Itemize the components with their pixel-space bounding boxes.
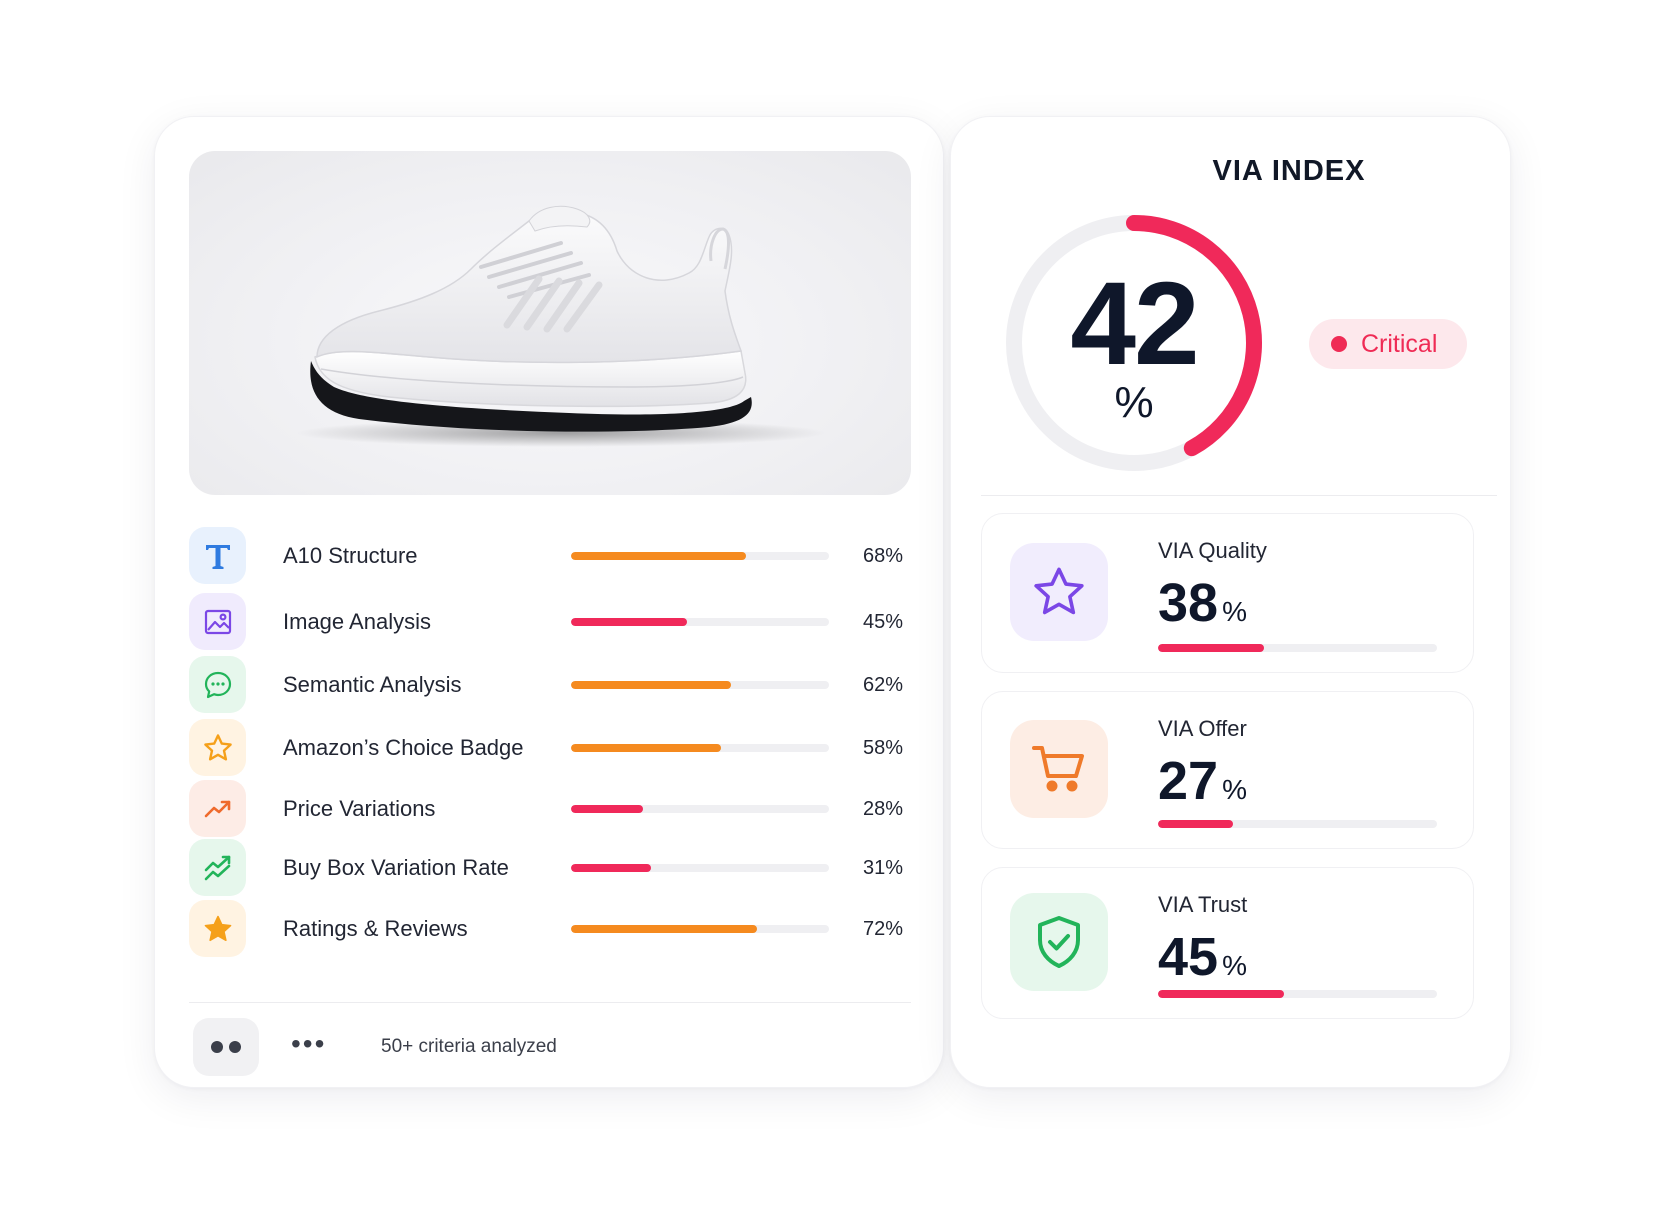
criteria-progress-fill [571,805,644,813]
criteria-percent: 62% [862,674,903,696]
shield-check-icon [1010,893,1108,991]
star-outline-icon [189,719,246,776]
criteria-label: Semantic Analysis [283,672,462,697]
dot-icon [211,1041,223,1053]
via-index-title: VIA INDEX [1212,155,1366,187]
criteria-percent: 72% [862,918,903,940]
metric-card: VIA Offer 27% [981,691,1474,849]
metric-progress-fill [1158,820,1234,828]
chat-bubble-icon [189,656,246,713]
criteria-row: Image Analysis 45% [189,589,911,655]
criteria-progress-track [571,552,829,560]
product-analysis-card: A10 Structure 68% Image Analysis 45% Sem… [154,116,944,1088]
via-index-unit: % [1114,378,1154,427]
criteria-percent: 31% [862,857,903,879]
metric-unit: % [1222,950,1247,981]
status-dot-icon [1331,336,1347,352]
criteria-progress-fill [571,864,651,872]
metric-progress-fill [1158,644,1265,652]
metric-number: 45 [1158,927,1219,987]
criteria-progress-track [571,681,829,689]
status-text: Critical [1361,329,1438,358]
criteria-progress-track [571,744,829,752]
dot-icon [229,1041,241,1053]
metric-card: VIA Quality 38% [981,513,1474,673]
metric-progress-fill [1158,990,1284,998]
metric-label: VIA Quality [1158,538,1267,563]
criteria-row: A10 Structure 68% [189,523,911,589]
criteria-percent: 58% [862,737,903,759]
metric-value: 38% [1158,576,1247,639]
divider [189,1002,911,1003]
text-t-icon [189,527,246,584]
via-index-value: 42 [1070,258,1199,390]
criteria-progress-fill [571,618,688,626]
criteria-label: Price Variations [283,796,436,821]
criteria-row: Price Variations 28% [189,776,911,842]
status-badge: Critical [1309,319,1467,369]
criteria-row: Semantic Analysis 62% [189,652,911,718]
criteria-row: Ratings & Reviews 72% [189,896,911,962]
metric-label: VIA Trust [1158,892,1248,917]
metric-progress-track [1158,644,1437,652]
criteria-percent: 45% [862,611,903,633]
criteria-row: Buy Box Variation Rate 31% [189,835,911,901]
divider [981,495,1497,496]
ellipsis-icon: ••• [291,1028,327,1059]
shopping-cart-icon [1010,720,1108,818]
gauge-arc [1126,215,1262,457]
metric-label: VIA Offer [1158,716,1247,741]
criteria-percent: 68% [862,545,903,567]
criteria-label: Ratings & Reviews [283,916,468,941]
star-outline-icon [1010,543,1108,641]
metric-number: 27 [1158,751,1219,811]
criteria-progress-fill [571,681,731,689]
criteria-progress-track [571,618,829,626]
criteria-label: A10 Structure [283,543,418,568]
criteria-label: Image Analysis [283,609,431,634]
criteria-progress-track [571,805,829,813]
metric-unit: % [1222,774,1247,805]
metric-card: VIA Trust 45% [981,867,1474,1019]
star-filled-icon [189,900,246,957]
trending-up-icon [189,780,246,837]
criteria-row: Amazon’s Choice Badge 58% [189,715,911,781]
criteria-progress-fill [571,744,721,752]
more-options-toggle[interactable] [193,1018,259,1076]
metric-progress-track [1158,820,1437,828]
image-icon [189,593,246,650]
trend-chart-icon [189,839,246,896]
criteria-percent: 28% [862,798,903,820]
metric-progress-track [1158,990,1437,998]
sneaker-illustration [296,205,826,447]
metric-number: 38 [1158,573,1219,633]
product-image [189,151,911,495]
criteria-progress-track [571,925,829,933]
via-index-gauge [1006,215,1262,471]
criteria-progress-fill [571,552,747,560]
metric-value: 27% [1158,754,1247,817]
via-index-card: VIA INDEX 42 % Critical VIA Quality 38% … [950,116,1511,1088]
criteria-label: Amazon’s Choice Badge [283,735,524,760]
criteria-progress-fill [571,925,757,933]
criteria-count-text: 50+ criteria analyzed [381,1036,557,1057]
metric-value: 45% [1158,930,1247,993]
metric-unit: % [1222,596,1247,627]
criteria-progress-track [571,864,829,872]
criteria-label: Buy Box Variation Rate [283,855,509,880]
